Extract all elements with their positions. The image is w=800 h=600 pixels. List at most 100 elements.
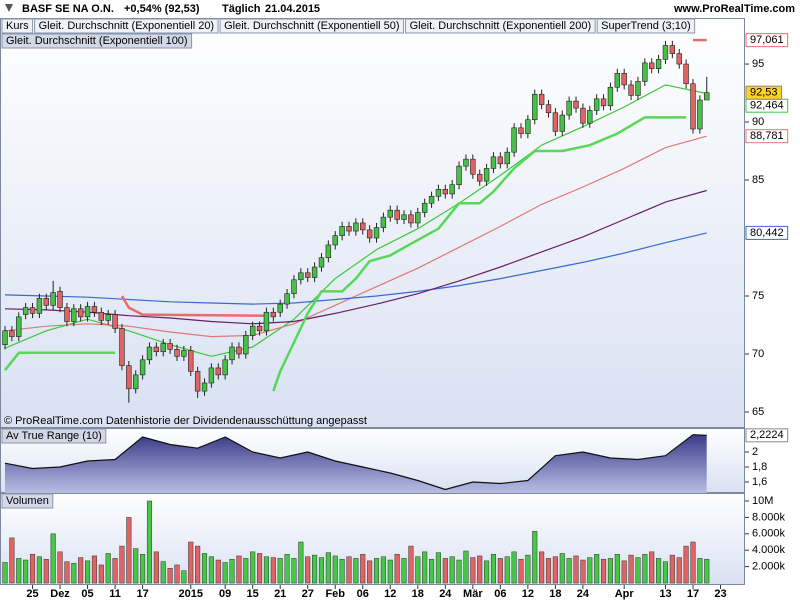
candle-body — [263, 311, 270, 332]
candle-body — [133, 374, 139, 390]
candle-body — [704, 92, 710, 101]
label-box — [1, 428, 107, 444]
volume-bar — [119, 545, 125, 584]
x-tick-label: 17 — [136, 588, 148, 600]
volume-bar — [422, 551, 428, 584]
y-tick-label: 75 — [752, 290, 764, 302]
candle-body — [552, 112, 559, 132]
candle-body — [470, 158, 476, 175]
y-tick-label: 70 — [752, 348, 764, 360]
volume-bar — [243, 558, 249, 584]
volume-bar — [401, 558, 407, 584]
chart-note: © ProRealTime.com Datenhistorie der Divi… — [4, 415, 367, 427]
volume-bar — [263, 556, 269, 584]
candle-body — [366, 229, 373, 239]
candle-body — [208, 367, 215, 384]
candle-body — [353, 222, 359, 232]
volume-bar — [456, 559, 462, 584]
menu-icon[interactable] — [5, 4, 13, 12]
volume-bar — [442, 558, 448, 584]
candle-body — [22, 307, 29, 315]
x-tick-label: 12 — [384, 588, 396, 600]
candle-body — [662, 45, 669, 60]
candle-body — [126, 365, 132, 390]
y-tick-label: 95 — [752, 58, 764, 70]
candle-body — [188, 350, 194, 372]
candle-body — [71, 308, 77, 322]
candle-body — [421, 202, 428, 213]
candle-body — [249, 325, 256, 336]
volume-bar — [174, 564, 180, 584]
candle-body — [483, 168, 490, 182]
candle-body — [298, 272, 304, 281]
volume-bar — [16, 558, 22, 584]
last-value-label: 80,442 — [750, 227, 784, 239]
volume-bar — [298, 541, 304, 584]
label-box — [1, 33, 193, 49]
y-tick-label: 8.000k — [752, 511, 786, 523]
candle-body — [215, 367, 221, 376]
legend-entry: Kurs — [6, 20, 29, 32]
candle-body — [545, 104, 552, 114]
volume-bar — [594, 554, 600, 584]
candle-body — [649, 62, 655, 69]
candle-body — [256, 325, 263, 332]
legend-entry: Gleit. Durchschnitt (Exponentiell 100) — [6, 35, 188, 47]
volume-bar — [690, 541, 696, 584]
candle-body — [194, 371, 201, 392]
legend-entry: Gleit. Durchschnitt (Exponentiell 20) — [39, 20, 214, 32]
x-tick-label: 17 — [687, 588, 699, 600]
plot-layer — [2, 38, 710, 403]
volume-bar — [71, 563, 77, 584]
volume-bar — [339, 558, 345, 584]
candle-body — [449, 184, 455, 195]
volume-bar — [29, 554, 36, 584]
volume-bar — [415, 556, 421, 584]
candle-body — [587, 110, 593, 124]
candle-body — [305, 272, 311, 278]
volume-bar — [539, 551, 545, 584]
candle-body — [573, 100, 579, 109]
moving-average — [4, 232, 707, 305]
volume-bar — [477, 555, 483, 584]
supertrend-down — [120, 295, 267, 317]
candle-body — [614, 73, 621, 88]
candle-body — [243, 335, 249, 355]
volume-bar — [642, 554, 648, 584]
volume-bar — [367, 560, 373, 584]
volume-bar — [497, 558, 503, 584]
x-tick-label: 18 — [412, 588, 424, 600]
volume-bar — [380, 556, 386, 584]
volume-bar — [676, 557, 682, 584]
candle-body — [373, 227, 380, 239]
candle-body — [607, 86, 614, 107]
label-box — [1, 493, 54, 509]
plot-layer — [2, 500, 710, 584]
x-tick-label: 24 — [577, 588, 590, 600]
x-tick-label: Mär — [463, 588, 483, 600]
volume-bar — [408, 545, 414, 584]
candle-body — [236, 346, 242, 355]
volume-bar — [463, 550, 469, 584]
change: +0,54% (92,53) — [124, 3, 200, 15]
volume-bar — [222, 562, 228, 584]
y-tick-label: 1,6 — [752, 476, 767, 488]
volume-bar — [697, 558, 703, 584]
volume-bar — [511, 551, 517, 584]
candle-body — [84, 306, 91, 318]
candle-body — [167, 343, 173, 350]
candle-body — [29, 307, 36, 314]
volume-bar — [250, 551, 256, 584]
volume-bar — [669, 554, 675, 584]
source[interactable]: www.ProRealTime.com — [673, 3, 795, 15]
label-box — [34, 18, 219, 34]
y-tick-label: 65 — [752, 406, 764, 418]
candle-body — [415, 212, 421, 224]
volume-bar — [167, 567, 173, 584]
volume-bar — [208, 556, 214, 584]
candle-body — [442, 189, 449, 195]
candle-body — [50, 292, 56, 306]
volume-bar — [105, 553, 111, 584]
volume-bar — [373, 558, 380, 584]
volume-bar — [277, 558, 283, 584]
